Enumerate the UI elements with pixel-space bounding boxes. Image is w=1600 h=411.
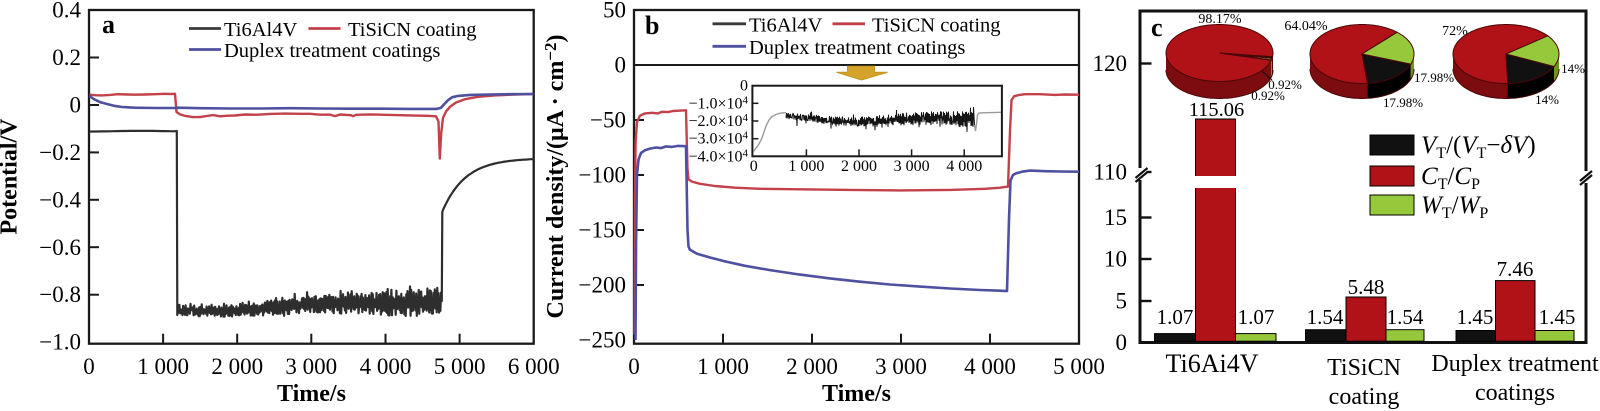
svg-text:0.92%: 0.92% — [1268, 77, 1302, 92]
svg-text:5 000: 5 000 — [434, 354, 486, 379]
svg-text:coatings: coatings — [1475, 380, 1555, 406]
svg-text:1.45: 1.45 — [1457, 305, 1494, 329]
svg-text:0: 0 — [628, 354, 640, 379]
svg-text:Time/s: Time/s — [822, 381, 891, 407]
svg-text:WT/WP: WT/WP — [1421, 192, 1488, 222]
svg-text:64.04%: 64.04% — [1284, 19, 1328, 34]
svg-text:5 000: 5 000 — [1053, 354, 1105, 379]
svg-text:1.45: 1.45 — [1539, 305, 1576, 329]
svg-text:−1.0×104: −1.0×104 — [688, 94, 748, 112]
svg-text:3 000: 3 000 — [875, 354, 927, 379]
svg-text:0: 0 — [70, 93, 82, 118]
svg-text:98.17%: 98.17% — [1198, 12, 1242, 27]
svg-text:2 000: 2 000 — [786, 354, 838, 379]
svg-text:Current density/(μA · cm−2): Current density/(μA · cm−2) — [541, 35, 569, 319]
svg-text:3 000: 3 000 — [894, 158, 930, 175]
svg-text:−100: −100 — [579, 163, 626, 188]
svg-text:c: c — [1151, 13, 1163, 42]
svg-text:Potential/V: Potential/V — [0, 118, 23, 235]
svg-text:72%: 72% — [1442, 24, 1468, 39]
svg-text:coating: coating — [1329, 384, 1400, 410]
svg-text:−150: −150 — [579, 218, 626, 243]
svg-text:−0.6: −0.6 — [39, 235, 81, 260]
svg-text:4 000: 4 000 — [964, 354, 1016, 379]
svg-text:4 000: 4 000 — [360, 354, 412, 379]
svg-text:0.4: 0.4 — [52, 0, 81, 23]
svg-text:Duplex treatment coatings: Duplex treatment coatings — [749, 37, 965, 59]
svg-text:−3.0×104: −3.0×104 — [688, 130, 748, 148]
svg-text:14%: 14% — [1535, 92, 1559, 107]
svg-text:Ti6Al4V: Ti6Al4V — [224, 19, 297, 41]
svg-text:TiSiCN: TiSiCN — [1327, 355, 1401, 381]
svg-text:TiSiCN coating: TiSiCN coating — [872, 15, 1001, 37]
svg-text:1.54: 1.54 — [1307, 305, 1344, 329]
svg-text:Duplex treatment coatings: Duplex treatment coatings — [224, 40, 440, 62]
svg-text:14%: 14% — [1561, 61, 1585, 76]
svg-text:a: a — [102, 10, 115, 39]
svg-text:0: 0 — [750, 158, 758, 175]
svg-text:CT/CP: CT/CP — [1421, 163, 1480, 193]
svg-text:1 000: 1 000 — [788, 158, 824, 175]
svg-text:−1.0: −1.0 — [39, 330, 81, 355]
svg-text:Time/s: Time/s — [277, 381, 346, 407]
svg-text:1.07: 1.07 — [1238, 305, 1275, 329]
svg-text:2 000: 2 000 — [841, 158, 877, 175]
svg-text:3 000: 3 000 — [285, 354, 337, 379]
svg-text:−0.8: −0.8 — [39, 282, 81, 307]
svg-text:−250: −250 — [579, 328, 626, 353]
svg-text:0: 0 — [615, 53, 627, 78]
svg-text:−4.0×104: −4.0×104 — [688, 147, 748, 165]
svg-text:0.2: 0.2 — [52, 45, 81, 70]
svg-text:−200: −200 — [579, 273, 626, 298]
svg-text:110: 110 — [1093, 160, 1127, 185]
svg-text:50: 50 — [603, 0, 626, 23]
svg-text:−0.4: −0.4 — [39, 187, 81, 212]
svg-text:0: 0 — [740, 78, 748, 95]
svg-text:Duplex treatment: Duplex treatment — [1431, 351, 1599, 377]
svg-text:15: 15 — [1104, 205, 1127, 230]
svg-text:Ti6Al4V: Ti6Al4V — [749, 15, 822, 37]
svg-text:−50: −50 — [590, 108, 626, 133]
svg-text:6 000: 6 000 — [508, 354, 560, 379]
svg-text:0: 0 — [83, 354, 95, 379]
svg-text:17.98%: 17.98% — [1414, 70, 1454, 85]
svg-text:115.06: 115.06 — [1189, 99, 1245, 121]
svg-text:5.48: 5.48 — [1348, 275, 1385, 299]
svg-text:−2.0×104: −2.0×104 — [688, 112, 748, 130]
svg-text:−0.2: −0.2 — [39, 140, 81, 165]
svg-text:TiSiCN coating: TiSiCN coating — [348, 19, 477, 41]
svg-text:0: 0 — [1116, 330, 1128, 355]
svg-text:1.07: 1.07 — [1157, 305, 1194, 329]
svg-text:10: 10 — [1104, 247, 1127, 272]
svg-text:b: b — [645, 11, 659, 40]
svg-text:Ti6Ai4V: Ti6Ai4V — [1166, 349, 1259, 378]
svg-text:120: 120 — [1093, 51, 1128, 76]
svg-text:1 000: 1 000 — [137, 354, 189, 379]
svg-text:17.98%: 17.98% — [1383, 95, 1423, 110]
svg-text:1.54: 1.54 — [1387, 305, 1424, 329]
svg-text:4 000: 4 000 — [946, 158, 982, 175]
svg-text:2 000: 2 000 — [211, 354, 263, 379]
svg-text:5: 5 — [1116, 289, 1128, 314]
svg-text:0.92%: 0.92% — [1251, 88, 1285, 103]
svg-text:7.46: 7.46 — [1497, 257, 1534, 281]
svg-text:1 000: 1 000 — [697, 354, 749, 379]
